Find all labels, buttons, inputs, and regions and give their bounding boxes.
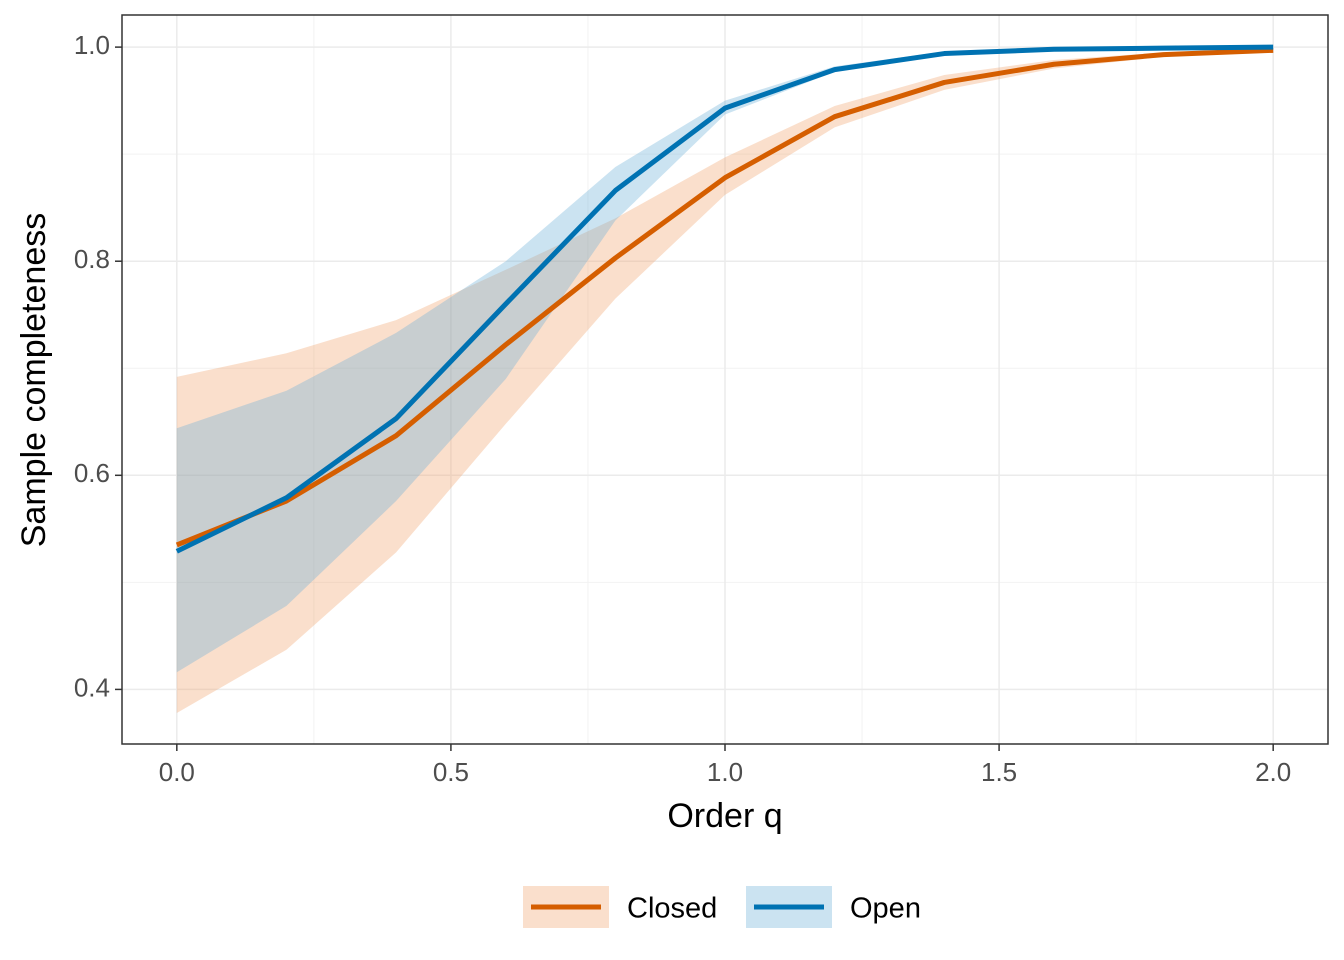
y-tick-label: 0.4	[74, 672, 110, 702]
legend-label: Closed	[627, 893, 717, 925]
x-tick-label: 0.0	[159, 757, 195, 787]
legend-label: Open	[850, 893, 921, 925]
y-tick-label: 0.6	[74, 458, 110, 488]
plot-border	[121, 14, 1329, 745]
x-tick-label: 1.0	[707, 757, 743, 787]
y-tick-label: 1.0	[74, 30, 110, 60]
x-tick-label: 0.5	[433, 757, 469, 787]
confidence-band	[176, 47, 1274, 673]
confidence-band	[176, 48, 1274, 713]
y-axis-title: Sample completeness	[15, 213, 53, 548]
x-axis-title: Order q	[667, 797, 782, 835]
x-tick-label: 2.0	[1255, 757, 1291, 787]
x-tick-label: 1.5	[981, 757, 1017, 787]
series-line	[175, 44, 1274, 554]
y-tick-label: 0.8	[74, 244, 110, 274]
series-line	[175, 47, 1274, 548]
